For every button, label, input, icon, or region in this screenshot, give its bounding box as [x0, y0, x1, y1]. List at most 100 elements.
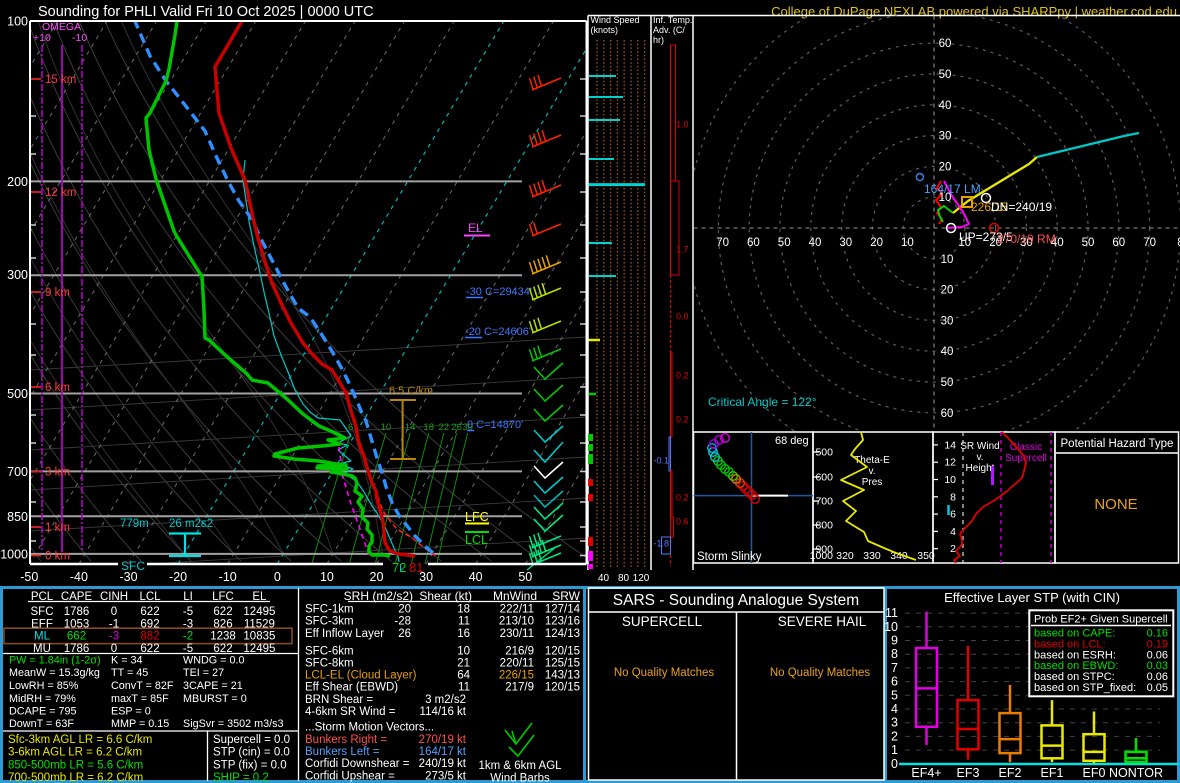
- svg-text:-10: -10: [219, 570, 237, 584]
- svg-text:based on EBWD:: based on EBWD:: [1034, 660, 1118, 672]
- svg-text:0.03: 0.03: [1147, 660, 1168, 672]
- svg-text:200: 200: [7, 175, 28, 189]
- svg-text:-28: -28: [394, 615, 411, 627]
- svg-text:-30: -30: [119, 570, 137, 584]
- svg-text:12495: 12495: [243, 643, 275, 655]
- svg-text:UP=273/5: UP=273/5: [959, 230, 1013, 244]
- svg-text:8: 8: [950, 491, 956, 503]
- svg-text:21: 21: [457, 658, 470, 670]
- svg-text:10: 10: [320, 570, 334, 584]
- svg-text:26 m2s2: 26 m2s2: [169, 518, 213, 530]
- svg-text:800: 800: [815, 520, 833, 532]
- svg-text:300: 300: [7, 268, 28, 282]
- svg-text:11: 11: [458, 615, 470, 627]
- svg-text:...Storm Motion Vectors...: ...Storm Motion Vectors...: [305, 722, 434, 734]
- svg-text:0.05: 0.05: [1147, 682, 1168, 694]
- svg-text:-1.8: -1.8: [653, 539, 669, 549]
- svg-text:EF3: EF3: [957, 766, 980, 780]
- svg-text:226/15: 226/15: [971, 200, 1008, 214]
- svg-text:779m: 779m: [120, 518, 149, 530]
- svg-text:1238: 1238: [210, 631, 236, 643]
- svg-text:Height: Height: [966, 463, 995, 474]
- svg-text:124/13: 124/13: [545, 628, 580, 640]
- svg-text:SFC-3km: SFC-3km: [305, 615, 354, 627]
- svg-text:-1: -1: [109, 618, 119, 630]
- svg-text:22: 22: [439, 422, 450, 433]
- svg-text:80: 80: [618, 573, 630, 584]
- svg-text:ESP = 0: ESP = 0: [111, 706, 151, 718]
- svg-text:622: 622: [140, 606, 159, 618]
- svg-text:10: 10: [941, 254, 954, 266]
- svg-text:114/16 kt: 114/16 kt: [420, 706, 467, 718]
- svg-text:1000: 1000: [0, 547, 28, 561]
- svg-text:0.0: 0.0: [676, 312, 689, 322]
- svg-text:100: 100: [7, 15, 28, 29]
- svg-text:882: 882: [140, 631, 159, 643]
- svg-text:SFC-1km: SFC-1km: [305, 603, 354, 615]
- svg-text:LowRH = 85%: LowRH = 85%: [9, 680, 79, 692]
- svg-text:+10: +10: [33, 32, 51, 44]
- svg-text:700-500mb LR = 6.2 C/km: 700-500mb LR = 6.2 C/km: [8, 772, 143, 783]
- svg-text:40: 40: [598, 573, 610, 584]
- svg-text:20: 20: [939, 161, 952, 173]
- svg-text:SFC: SFC: [31, 606, 54, 618]
- svg-text:60: 60: [941, 408, 954, 420]
- svg-text:based on STPC:: based on STPC:: [1034, 671, 1115, 683]
- svg-text:DN=240/19: DN=240/19: [991, 200, 1052, 214]
- svg-text:8: 8: [1177, 237, 1180, 249]
- svg-text:11: 11: [458, 682, 470, 694]
- svg-text:EL: EL: [468, 221, 483, 235]
- svg-text:1786: 1786: [64, 606, 90, 618]
- svg-text:700: 700: [7, 465, 28, 479]
- svg-text:6: 6: [348, 422, 353, 433]
- svg-text:Wind Speed: Wind Speed: [591, 15, 640, 25]
- svg-text:6.5 C/km: 6.5 C/km: [389, 385, 433, 397]
- svg-text:217/9: 217/9: [505, 682, 534, 694]
- svg-text:(knots): (knots): [591, 25, 619, 35]
- svg-text:College of DuPage NEXLAB power: College of DuPage NEXLAB powered via SHA…: [771, 4, 1177, 19]
- svg-text:-20: -20: [169, 570, 187, 584]
- svg-text:based on LCL:: based on LCL:: [1034, 638, 1106, 650]
- svg-text:LFC: LFC: [212, 591, 234, 603]
- svg-text:0: 0: [111, 606, 117, 618]
- svg-text:PCL: PCL: [31, 591, 54, 603]
- svg-text:EF1: EF1: [1041, 766, 1064, 780]
- svg-text:NONTOR: NONTOR: [1109, 766, 1163, 780]
- svg-text:SARS - Sounding Analogue Syste: SARS - Sounding Analogue System: [613, 592, 859, 609]
- svg-text:500: 500: [815, 447, 833, 459]
- svg-text:20: 20: [941, 285, 954, 297]
- svg-text:DCAPE = 795: DCAPE = 795: [9, 706, 77, 718]
- svg-text:622: 622: [213, 606, 232, 618]
- svg-text:0: 0: [891, 757, 898, 771]
- svg-text:NONE: NONE: [1094, 496, 1137, 513]
- svg-text:0.6: 0.6: [676, 517, 689, 527]
- svg-text:EF2: EF2: [999, 766, 1022, 780]
- svg-text:125/15: 125/15: [545, 658, 580, 670]
- svg-text:Pres: Pres: [862, 477, 883, 488]
- svg-text:7: 7: [891, 661, 898, 675]
- svg-text:70: 70: [716, 237, 729, 249]
- svg-text:10: 10: [901, 237, 914, 249]
- svg-text:6: 6: [950, 509, 956, 521]
- svg-text:WNDG = 0.0: WNDG = 0.0: [183, 655, 245, 667]
- svg-text:622: 622: [213, 643, 232, 655]
- svg-text:0.2: 0.2: [676, 493, 689, 503]
- svg-text:maxT = 85F: maxT = 85F: [111, 693, 169, 705]
- svg-text:CINH: CINH: [100, 591, 128, 603]
- svg-text:3 m2/s2: 3 m2/s2: [425, 694, 466, 706]
- svg-text:3: 3: [891, 716, 898, 730]
- svg-text:Corfidi Upshear =: Corfidi Upshear =: [305, 770, 395, 782]
- svg-text:40: 40: [941, 346, 954, 358]
- svg-text:6 km: 6 km: [45, 382, 70, 394]
- svg-text:Supercell: Supercell: [1005, 453, 1047, 464]
- svg-text:Inf. Temp.: Inf. Temp.: [653, 15, 692, 25]
- svg-text:10: 10: [457, 646, 470, 658]
- svg-text:72: 72: [392, 560, 406, 575]
- svg-text:1.0: 1.0: [676, 120, 689, 130]
- svg-text:-3: -3: [183, 618, 193, 630]
- svg-text:700: 700: [815, 496, 833, 508]
- svg-text:Wind Barbs: Wind Barbs: [490, 773, 550, 783]
- svg-text:350: 350: [917, 550, 935, 562]
- svg-text:216/9: 216/9: [505, 646, 534, 658]
- svg-text:226/15: 226/15: [499, 670, 534, 682]
